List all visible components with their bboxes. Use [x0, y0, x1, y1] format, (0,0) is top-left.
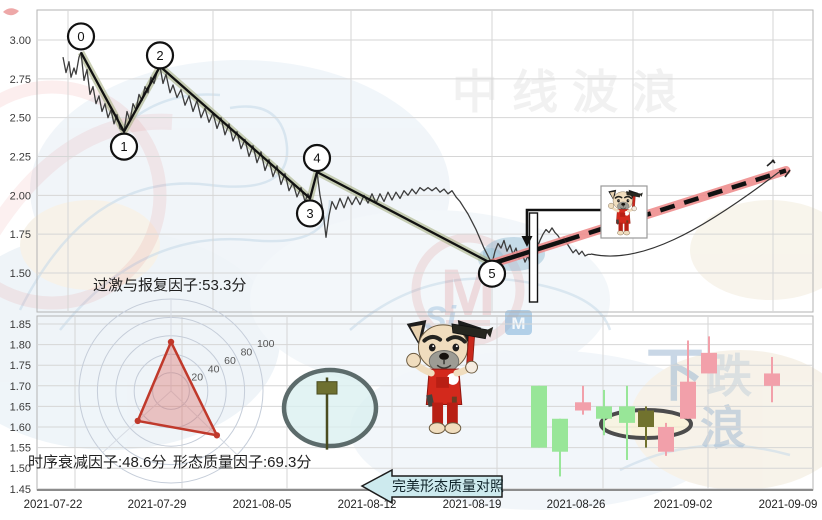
candle-body	[531, 385, 547, 448]
wave-point-markers: 0 1 2 3 4 5	[66, 22, 507, 288]
bottom-y-tick-label: 1.75	[10, 360, 31, 372]
projection-tip-marks	[766, 159, 791, 178]
bottom-y-tick-label: 1.55	[10, 443, 31, 455]
wave-zigzag-line	[79, 51, 493, 265]
x-tick-label: 2021-08-19	[443, 499, 502, 511]
wave-point-number: 1	[120, 139, 127, 154]
measure-bar	[528, 212, 539, 303]
x-tick-label: 2021-09-02	[654, 499, 713, 511]
x-tick-label: 2021-09-09	[759, 499, 818, 511]
bottom-y-tick-label: 1.50	[10, 463, 31, 475]
bottom-y-tick-label: 1.45	[10, 484, 31, 496]
candle-body	[596, 406, 612, 419]
radar-ring-tick: 20	[191, 372, 203, 384]
candle-body	[575, 402, 591, 411]
radar-polygon	[136, 340, 219, 437]
down-arrowhead-icon	[521, 236, 533, 247]
top-y-tick-label: 2.00	[10, 190, 31, 202]
candle-body	[701, 352, 717, 374]
bottom-y-tick-label: 1.60	[10, 422, 31, 434]
wave-point-number: 3	[306, 206, 313, 221]
top-y-tick-label: 2.50	[10, 113, 31, 125]
candle-body	[552, 418, 568, 452]
candle-body	[680, 381, 696, 419]
wave-point-number: 0	[77, 29, 84, 44]
top-y-tick-label: 3.00	[10, 35, 31, 47]
reference-hammer-candle	[316, 377, 338, 450]
top-y-tick-label: 1.50	[10, 268, 31, 280]
candle-body	[638, 410, 654, 427]
x-tick-label: 2021-08-05	[233, 499, 292, 511]
perfect-hammer-reference-ellipse	[281, 367, 379, 449]
radar-ring-tick: 100	[257, 338, 275, 350]
top-y-tick-label: 2.25	[10, 151, 31, 163]
comparison-banner: 完美形态质量对照	[360, 468, 504, 505]
wave-point-circle	[295, 199, 325, 228]
candlestick-series	[531, 336, 780, 477]
wave-point-number: 4	[313, 151, 320, 166]
bottom-y-tick-label: 1.80	[10, 340, 31, 352]
top-y-tick-label: 2.75	[10, 74, 31, 86]
candle-body	[764, 373, 780, 386]
wave-point-number: 2	[156, 48, 163, 63]
wave-point-number: 5	[488, 266, 495, 281]
radar-ring-tick: 60	[224, 355, 236, 367]
banner-label: 完美形态质量对照	[392, 478, 504, 494]
x-tick-label: 2021-07-29	[128, 499, 187, 511]
bottom-y-tick-label: 1.85	[10, 319, 31, 331]
radar-chart: 20 40 60 80 100	[78, 298, 275, 484]
x-tick-label: 2021-08-12	[338, 499, 397, 511]
x-tick-label: 2021-08-26	[547, 499, 606, 511]
pullback-annotation	[521, 208, 605, 303]
bottom-y-tick-label: 1.65	[10, 401, 31, 413]
top-y-tick-label: 1.75	[10, 229, 31, 241]
wave-point-circle	[66, 22, 96, 51]
candle-body	[658, 427, 674, 452]
projection-arc-curve	[590, 171, 780, 257]
wave-point-circle	[302, 143, 332, 173]
top-panel	[36, 9, 814, 313]
candle-body	[619, 406, 635, 423]
left-arrow-banner-shape	[360, 468, 503, 505]
wave-point-circle	[109, 132, 139, 161]
wave-point-circle	[477, 259, 507, 288]
bottom-y-tick-label: 1.70	[10, 381, 31, 393]
radar-ring-tick: 80	[241, 347, 253, 359]
wave-point-circle	[145, 41, 175, 70]
axis-labels: 3.00 2.75 2.50 2.25 2.00 1.75 1.50 1.85 1.80 1.75…	[10, 35, 818, 511]
radar-ring-tick: 40	[208, 363, 220, 375]
dog-mascot	[407, 320, 494, 434]
x-tick-label: 2021-07-22	[24, 499, 83, 511]
